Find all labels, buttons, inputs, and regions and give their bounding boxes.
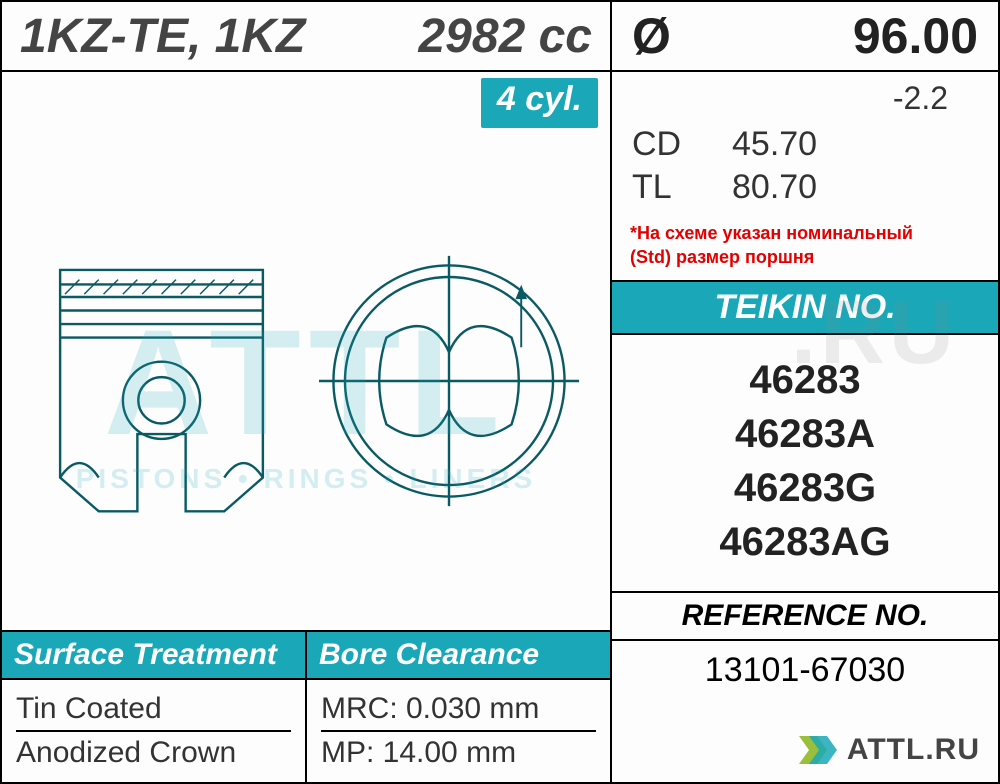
- note-line-2: (Std) размер поршня: [630, 245, 980, 269]
- teikin-0: 46283: [612, 353, 998, 407]
- teikin-header: TEIKIN NO.: [612, 280, 998, 335]
- teikin-list: 46283 46283A 46283G 46283AG: [612, 335, 998, 591]
- surface-header: Surface Treatment: [2, 632, 307, 678]
- diameter-value: 96.00: [853, 7, 978, 65]
- cd-label: CD: [632, 125, 692, 164]
- note-block: *На схеме указан номинальный (Std) разме…: [612, 213, 998, 280]
- displacement: 2982 cc: [418, 9, 592, 64]
- diameter-symbol: Ø: [632, 7, 671, 65]
- bore-value-2: MP: 14.00 mm: [321, 732, 596, 774]
- surface-values: Tin Coated Anodized Crown: [2, 680, 307, 782]
- spec-header-row: Surface Treatment Bore Clearance: [2, 630, 610, 678]
- reference-value: 13101-67030: [612, 641, 998, 710]
- logo-icon: [797, 732, 837, 768]
- left-header: 1KZ-TE, 1KZ 2982 cc: [2, 2, 610, 72]
- bore-values: MRC: 0.030 mm MP: 14.00 mm: [307, 680, 610, 782]
- right-header: Ø 96.00: [612, 2, 998, 72]
- spec-body-row: Tin Coated Anodized Crown MRC: 0.030 mm …: [2, 678, 610, 782]
- teikin-1: 46283A: [612, 407, 998, 461]
- note-line-1: *На схеме указан номинальный: [630, 221, 980, 245]
- cd-value: 45.70: [732, 125, 817, 164]
- tl-label: TL: [632, 168, 692, 207]
- engine-code: 1KZ-TE, 1KZ: [20, 9, 305, 64]
- piston-side-diagram: [34, 241, 289, 521]
- surface-value-1: Tin Coated: [16, 688, 291, 732]
- bore-value-1: MRC: 0.030 mm: [321, 688, 596, 732]
- dimensions-block: -2.2 CD 45.70 TL 80.70: [612, 72, 998, 213]
- cylinder-badge: 4 cyl.: [481, 78, 598, 128]
- left-panel: 1KZ-TE, 1KZ 2982 cc 4 cyl. ATTL PISTONS …: [2, 2, 612, 782]
- piston-top-diagram: [319, 241, 579, 521]
- teikin-3: 46283AG: [612, 515, 998, 569]
- teikin-2: 46283G: [612, 461, 998, 515]
- reference-header: REFERENCE NO.: [612, 591, 998, 641]
- tl-value: 80.70: [732, 168, 817, 207]
- neg-value: -2.2: [632, 80, 978, 117]
- bore-header: Bore Clearance: [307, 632, 610, 678]
- diagram-area: ATTL PISTONS • RINGS • LINERS: [2, 132, 610, 630]
- tl-row: TL 80.70: [632, 166, 978, 209]
- logo-text: ATTL.RU: [847, 733, 980, 767]
- surface-value-2: Anodized Crown: [16, 732, 291, 774]
- logo-bottom-right: ATTL.RU: [797, 732, 980, 768]
- right-panel: Ø 96.00 -2.2 CD 45.70 TL 80.70 *На схеме…: [612, 2, 998, 782]
- cd-row: CD 45.70: [632, 123, 978, 166]
- cylinder-row: 4 cyl.: [2, 72, 610, 132]
